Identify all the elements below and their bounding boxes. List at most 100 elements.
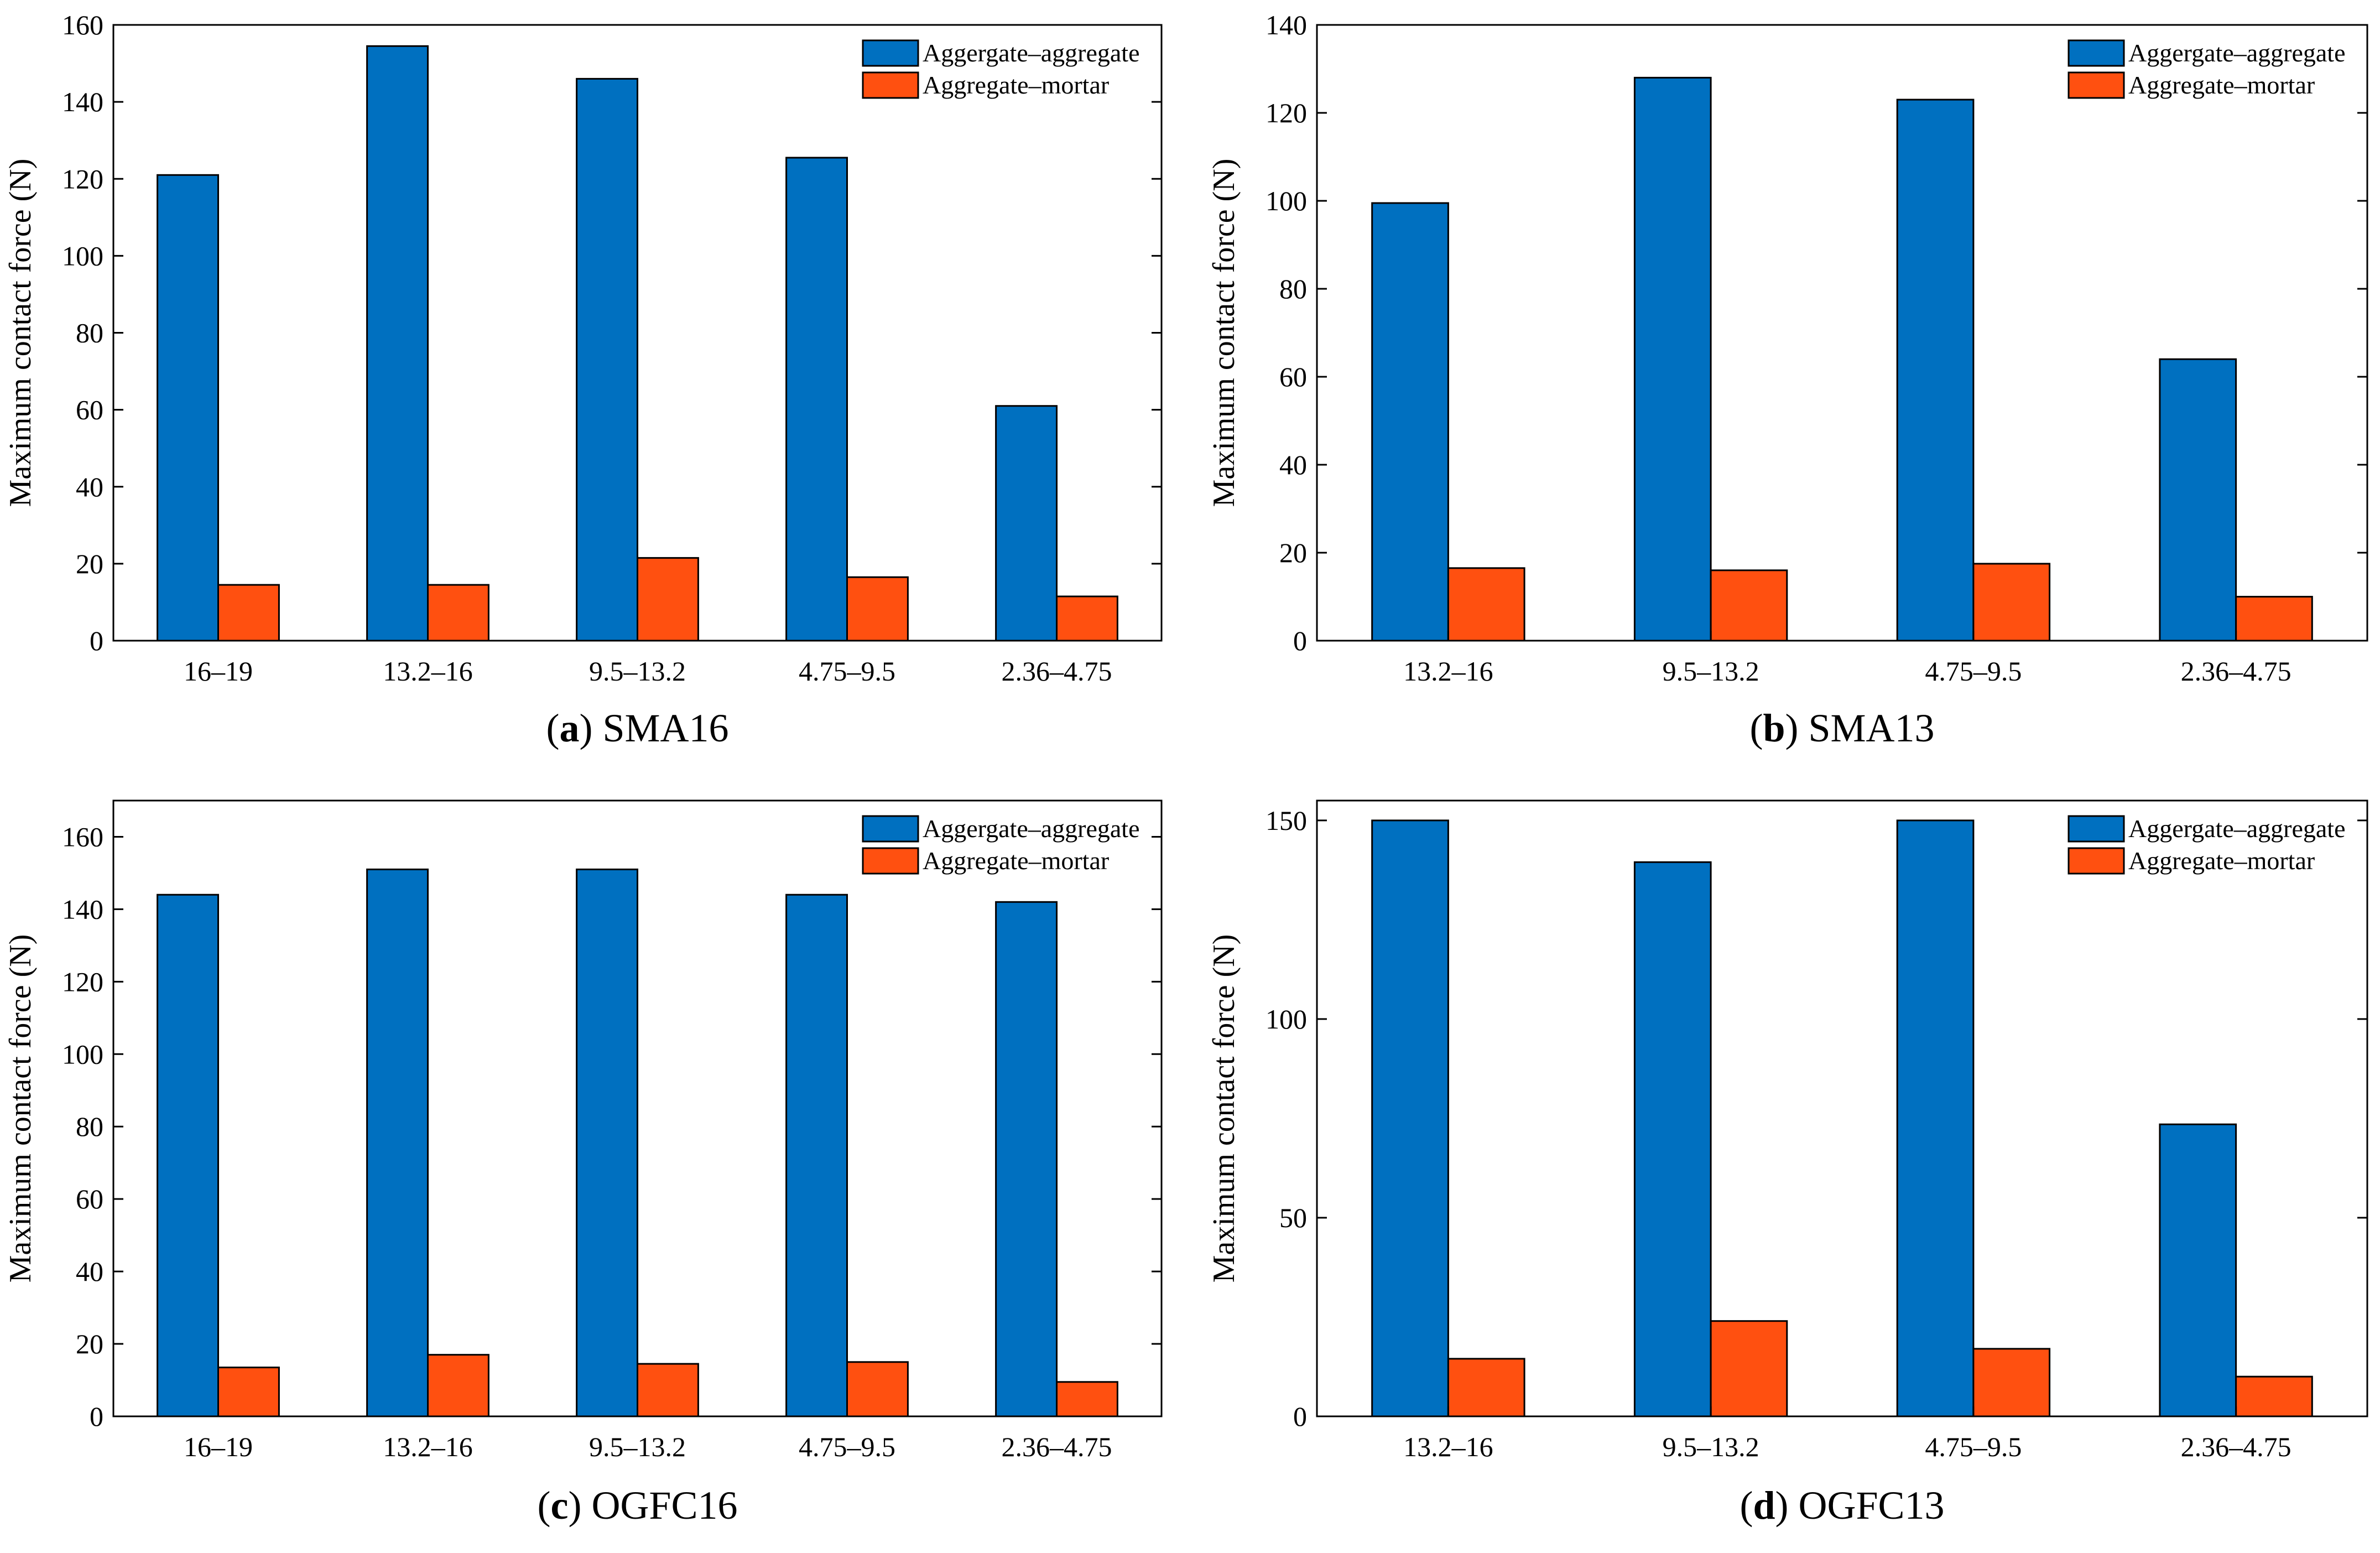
x-tick-label: 4.75–9.5 <box>799 1431 895 1462</box>
y-tick-label: 60 <box>76 394 103 425</box>
plot-frame <box>1316 799 2368 1417</box>
caption-letter: c <box>550 1483 568 1528</box>
caption-letter: b <box>1763 706 1785 750</box>
y-tick-label: 80 <box>1279 273 1307 304</box>
caption-letter: a <box>559 706 579 750</box>
bar-aggregate-mortar-3 <box>637 1363 699 1417</box>
chart-panel-sma16: 16–19 13.2–16 9.5–13.2 4.75–9.5 2.36–4.75 0 20… <box>3 9 1163 750</box>
caption-close-paren: ) <box>568 1483 591 1528</box>
bar-aggregate-mortar-3 <box>1972 1348 2051 1417</box>
caption-close-paren: ) <box>579 706 602 750</box>
y-tick-label: 80 <box>76 318 103 349</box>
y-tick-label: 60 <box>1279 361 1307 392</box>
y-tick-label: 40 <box>76 471 103 502</box>
caption-open-paren: ( <box>538 1483 551 1528</box>
y-tick-label: 50 <box>1279 1202 1307 1233</box>
bar-aggregate-mortar-4 <box>846 1361 909 1417</box>
bar-aggregate-aggregate-2 <box>1633 861 1712 1417</box>
bar-aggregate-aggregate-4 <box>2159 1123 2237 1417</box>
legend-label-aggregate-aggregate: Aggergate–aggregate <box>923 39 1140 67</box>
bar-aggregate-aggregate-1 <box>1371 819 1449 1417</box>
x-tick-label: 16–19 <box>184 1431 253 1462</box>
legend-label-aggregate-aggregate: Aggergate–aggregate <box>2128 814 2346 843</box>
y-tick-label: 80 <box>76 1111 103 1142</box>
legend: Aggergate–aggregate Aggregate–mortar <box>862 814 1140 875</box>
plot-frame <box>1316 24 2368 642</box>
bar-aggregate-mortar-2 <box>1710 1320 1788 1417</box>
chart-panel-ogfc13: 13.2–16 9.5–13.2 4.75–9.5 2.36–4.75 0 50 100 15… <box>1207 799 2368 1528</box>
legend-swatch-aggregate-mortar <box>2067 847 2125 875</box>
x-tick-label: 4.75–9.5 <box>1925 656 2022 687</box>
caption-text: SMA16 <box>602 706 728 750</box>
caption-open-paren: ( <box>546 706 559 750</box>
y-tick-label: 0 <box>1293 625 1307 656</box>
y-tick-label: 100 <box>62 240 103 271</box>
bar-aggregate-mortar-1 <box>1447 567 1525 642</box>
bar-aggregate-aggregate-4 <box>785 157 848 642</box>
chart-panel-sma13: 13.2–16 9.5–13.2 4.75–9.5 2.36–4.75 0 20 40 60 8… <box>1207 9 2368 750</box>
bar-aggregate-aggregate-1 <box>157 174 220 642</box>
chart-panel-ogfc16: 16–19 13.2–16 9.5–13.2 4.75–9.5 2.36–4.75 0 20… <box>3 799 1163 1528</box>
bar-aggregate-mortar-2 <box>427 1354 489 1417</box>
bar-aggregate-aggregate-4 <box>2159 358 2237 642</box>
bar-aggregate-aggregate-1 <box>157 894 220 1417</box>
legend-label-aggregate-mortar: Aggregate–mortar <box>2128 846 2315 875</box>
y-tick-label: 100 <box>1265 185 1307 216</box>
y-tick-label: 160 <box>62 821 103 852</box>
y-tick-label: 140 <box>62 894 103 924</box>
bar-aggregate-mortar-4 <box>2235 596 2313 642</box>
x-tick-label: 13.2–16 <box>383 656 473 687</box>
bar-aggregate-mortar-3 <box>637 557 699 642</box>
y-tick-label: 20 <box>76 1328 103 1359</box>
legend-label-aggregate-mortar: Aggregate–mortar <box>923 71 1109 99</box>
x-tick-label: 9.5–13.2 <box>1663 1431 1759 1462</box>
bar-aggregate-aggregate-2 <box>366 45 429 642</box>
caption-close-paren: ) <box>1775 1483 1798 1528</box>
y-axis-label: Maximum contact force (N) <box>3 934 38 1283</box>
caption-ogfc13: (d) OGFC13 <box>1740 1483 1944 1528</box>
bar-aggregate-mortar-1 <box>217 584 280 642</box>
plot-frame <box>112 799 1163 1417</box>
x-tick-label: 13.2–16 <box>1403 1431 1493 1462</box>
caption-sma16: (a) SMA16 <box>546 706 728 750</box>
legend-swatch-aggregate-aggregate <box>2067 39 2125 67</box>
legend: Aggergate–aggregate Aggregate–mortar <box>2067 39 2346 99</box>
y-tick-label: 40 <box>1279 449 1307 480</box>
y-tick-label: 120 <box>62 163 103 194</box>
bar-aggregate-aggregate-5 <box>995 901 1058 1417</box>
bar-aggregate-mortar-4 <box>2235 1375 2313 1417</box>
x-tick-label: 2.36–4.75 <box>1002 1431 1112 1462</box>
legend: Aggergate–aggregate Aggregate–mortar <box>862 39 1140 99</box>
legend-swatch-aggregate-mortar <box>862 847 919 875</box>
y-tick-label: 20 <box>76 548 103 579</box>
legend-swatch-aggregate-mortar <box>2067 71 2125 99</box>
legend-label-aggregate-mortar: Aggregate–mortar <box>2128 71 2315 99</box>
y-tick-label: 140 <box>62 86 103 117</box>
bar-aggregate-mortar-2 <box>427 584 489 642</box>
x-tick-label: 4.75–9.5 <box>1925 1431 2022 1462</box>
x-tick-label: 9.5–13.2 <box>589 656 686 687</box>
bar-aggregate-mortar-1 <box>1447 1358 1525 1417</box>
legend-swatch-aggregate-aggregate <box>862 815 919 843</box>
y-tick-label: 120 <box>1265 97 1307 128</box>
x-tick-label: 9.5–13.2 <box>589 1431 686 1462</box>
y-tick-label: 100 <box>1265 1004 1307 1035</box>
y-axis-label: Maximum contact force (N) <box>1207 159 1241 507</box>
bar-aggregate-aggregate-3 <box>1896 819 1975 1417</box>
y-tick-label: 160 <box>62 9 103 40</box>
legend-label-aggregate-mortar: Aggregate–mortar <box>923 846 1109 875</box>
bar-aggregate-aggregate-3 <box>576 868 638 1417</box>
y-axis-label: Maximum contact force (N) <box>3 159 38 507</box>
bar-aggregate-mortar-5 <box>1056 1381 1118 1417</box>
bar-aggregate-aggregate-2 <box>366 868 429 1417</box>
bar-aggregate-mortar-3 <box>1972 563 2051 642</box>
caption-close-paren: ) <box>1785 706 1808 750</box>
y-tick-label: 60 <box>76 1183 103 1214</box>
x-tick-label: 16–19 <box>184 656 253 687</box>
x-tick-label: 9.5–13.2 <box>1663 656 1759 687</box>
bar-aggregate-aggregate-3 <box>1896 98 1975 642</box>
caption-letter: d <box>1753 1483 1775 1528</box>
x-tick-label: 2.36–4.75 <box>2181 1431 2292 1462</box>
